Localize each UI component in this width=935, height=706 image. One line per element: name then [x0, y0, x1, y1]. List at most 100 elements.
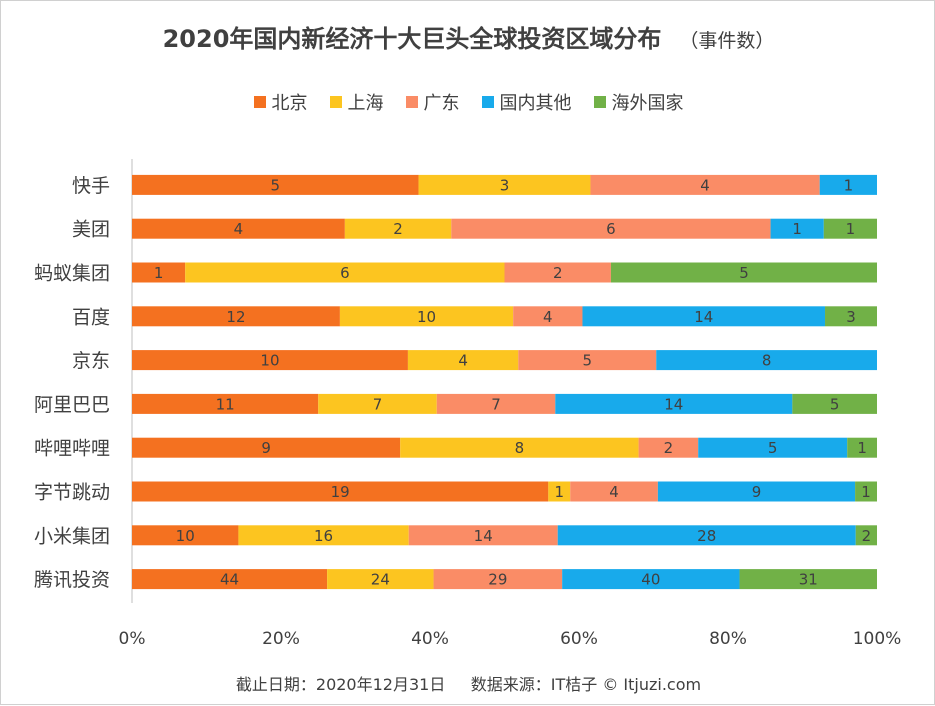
data-label: 16	[314, 527, 333, 545]
data-label: 2	[862, 527, 872, 545]
data-label: 5	[830, 395, 840, 413]
data-label: 19	[331, 483, 350, 501]
data-label: 3	[846, 308, 856, 326]
chart-legend: 北京 上海 广东 国内其他 海外国家	[1, 89, 935, 115]
bar-segment	[557, 525, 856, 546]
legend-item: 上海	[329, 89, 384, 115]
bar-segment	[132, 174, 419, 195]
data-label: 4	[458, 352, 468, 370]
bar-segment	[518, 350, 657, 371]
bar-segment	[562, 569, 740, 590]
data-label: 5	[583, 352, 593, 370]
data-label: 9	[261, 439, 271, 457]
bar-segment	[610, 262, 877, 283]
bar-segment	[132, 262, 186, 283]
bar-segment	[238, 525, 409, 546]
bar-segment	[555, 393, 793, 414]
bar-segment	[132, 569, 328, 590]
bar-segment	[132, 218, 345, 239]
bar-segment	[407, 350, 519, 371]
data-label: 10	[260, 352, 279, 370]
legend-swatch	[253, 96, 266, 108]
data-label: 3	[500, 176, 510, 194]
bar-segment	[582, 306, 826, 327]
legend-item: 北京	[253, 89, 308, 115]
bar-segment	[318, 393, 437, 414]
bar-segment	[770, 218, 824, 239]
data-label: 44	[220, 571, 239, 589]
data-label: 14	[694, 308, 713, 326]
category-label: 腾讯投资	[34, 569, 110, 591]
legend-label: 北京	[271, 93, 308, 114]
category-label: 百度	[72, 306, 110, 328]
data-label: 5	[739, 264, 749, 282]
data-label: 14	[474, 527, 493, 545]
bar-segment	[436, 393, 556, 414]
category-label: 哔哩哔哩	[34, 438, 110, 460]
data-label: 1	[861, 483, 871, 501]
x-tick-label: 0%	[119, 629, 146, 649]
data-label: 7	[491, 395, 501, 413]
title-row: 2020年国内新经济十大巨头全球投资区域分布 （事件数）	[1, 19, 935, 54]
legend-label: 上海	[347, 93, 384, 114]
bar-segment	[132, 525, 239, 546]
legend-label: 广东	[423, 93, 460, 114]
bar-segment	[132, 481, 549, 502]
data-label: 8	[515, 439, 525, 457]
data-label: 5	[270, 176, 280, 194]
data-label: 10	[176, 527, 195, 545]
data-label: 7	[373, 395, 383, 413]
data-label: 1	[846, 220, 856, 238]
data-label: 29	[488, 571, 507, 589]
data-label: 11	[216, 395, 235, 413]
bar-segment	[739, 569, 877, 590]
data-label: 4	[700, 176, 710, 194]
x-tick-label: 20%	[262, 629, 300, 649]
legend-item: 国内其他	[481, 89, 572, 115]
bar-segment	[656, 350, 877, 371]
bar-segment	[418, 174, 591, 195]
data-label: 10	[417, 308, 436, 326]
legend-item: 海外国家	[593, 89, 684, 115]
data-label: 1	[154, 264, 164, 282]
bar-segment	[132, 437, 401, 458]
chart-title: 2020年国内新经济十大巨头全球投资区域分布	[162, 25, 662, 53]
bar-segment	[548, 481, 571, 502]
category-label: 小米集团	[34, 525, 110, 547]
data-label: 2	[664, 439, 674, 457]
data-label: 1	[857, 439, 867, 457]
legend-swatch	[593, 96, 606, 108]
bar-segment	[451, 218, 771, 239]
bar-segment	[132, 350, 408, 371]
data-label: 6	[606, 220, 616, 238]
data-label: 1	[555, 483, 565, 501]
bar-segment	[570, 481, 658, 502]
x-tick-label: 40%	[411, 629, 449, 649]
data-label: 5	[768, 439, 778, 457]
bar-segment	[792, 393, 877, 414]
legend-label: 海外国家	[611, 93, 684, 114]
category-label: 快手	[72, 175, 110, 197]
data-label: 12	[226, 308, 245, 326]
bar-segment	[513, 306, 583, 327]
bar-segment	[185, 262, 505, 283]
bar-segment	[825, 306, 877, 327]
category-label: 美团	[72, 219, 110, 241]
data-label: 4	[543, 308, 553, 326]
bar-segment	[344, 218, 452, 239]
data-label: 1	[792, 220, 802, 238]
data-label: 4	[609, 483, 619, 501]
data-label: 8	[762, 352, 772, 370]
legend-swatch	[329, 96, 342, 108]
data-label: 40	[641, 571, 660, 589]
bar-segment	[339, 306, 514, 327]
bar-segment	[819, 174, 877, 195]
bar-segment	[698, 437, 848, 458]
bar-segment	[408, 525, 558, 546]
legend-swatch	[481, 96, 494, 108]
bar-segment	[638, 437, 699, 458]
chart-subtitle: （事件数）	[679, 30, 775, 52]
bar-segment	[657, 481, 856, 502]
data-label: 4	[234, 220, 244, 238]
